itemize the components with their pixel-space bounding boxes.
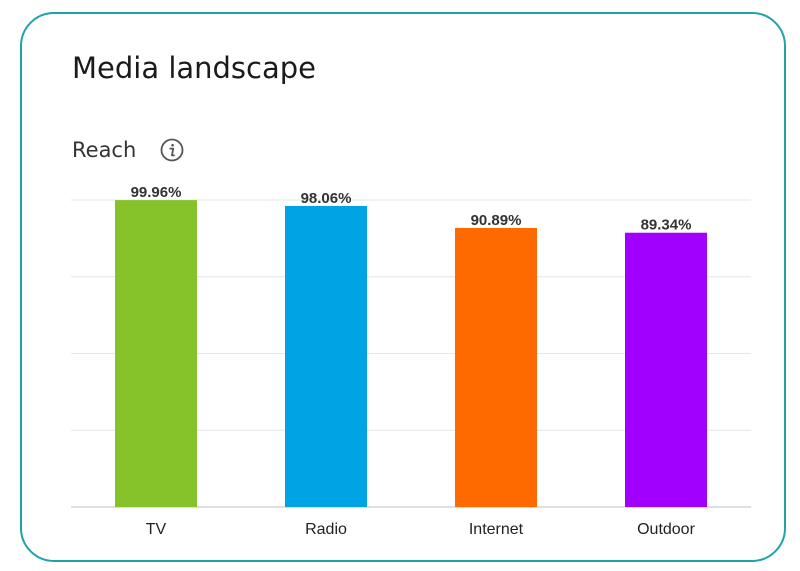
- x-tick-label-outdoor: Outdoor: [637, 521, 695, 538]
- x-tick-label-tv: TV: [146, 521, 167, 538]
- bar-outdoor[interactable]: [625, 232, 707, 507]
- data-label-outdoor: 89.34%: [641, 217, 692, 234]
- bar-radio[interactable]: [285, 205, 367, 507]
- data-label-internet: 90.89%: [471, 212, 522, 229]
- label-layer: 99.96% TV 98.06% Radio 90.89% Internet 89.34% O…: [131, 184, 696, 538]
- subtitle-row: Reach: [72, 138, 184, 162]
- x-tick-label-radio: Radio: [305, 521, 347, 538]
- x-tick-label-internet: Internet: [469, 521, 524, 538]
- card-title: Media landscape: [72, 51, 317, 85]
- bar-internet[interactable]: [455, 227, 537, 507]
- data-label-tv: 99.96%: [131, 184, 182, 201]
- bar-layer: [115, 200, 707, 507]
- chart-subtitle: Reach: [72, 137, 137, 162]
- bar-tv[interactable]: [115, 200, 197, 507]
- info-icon[interactable]: [160, 138, 184, 162]
- data-label-radio: 98.06%: [301, 190, 352, 207]
